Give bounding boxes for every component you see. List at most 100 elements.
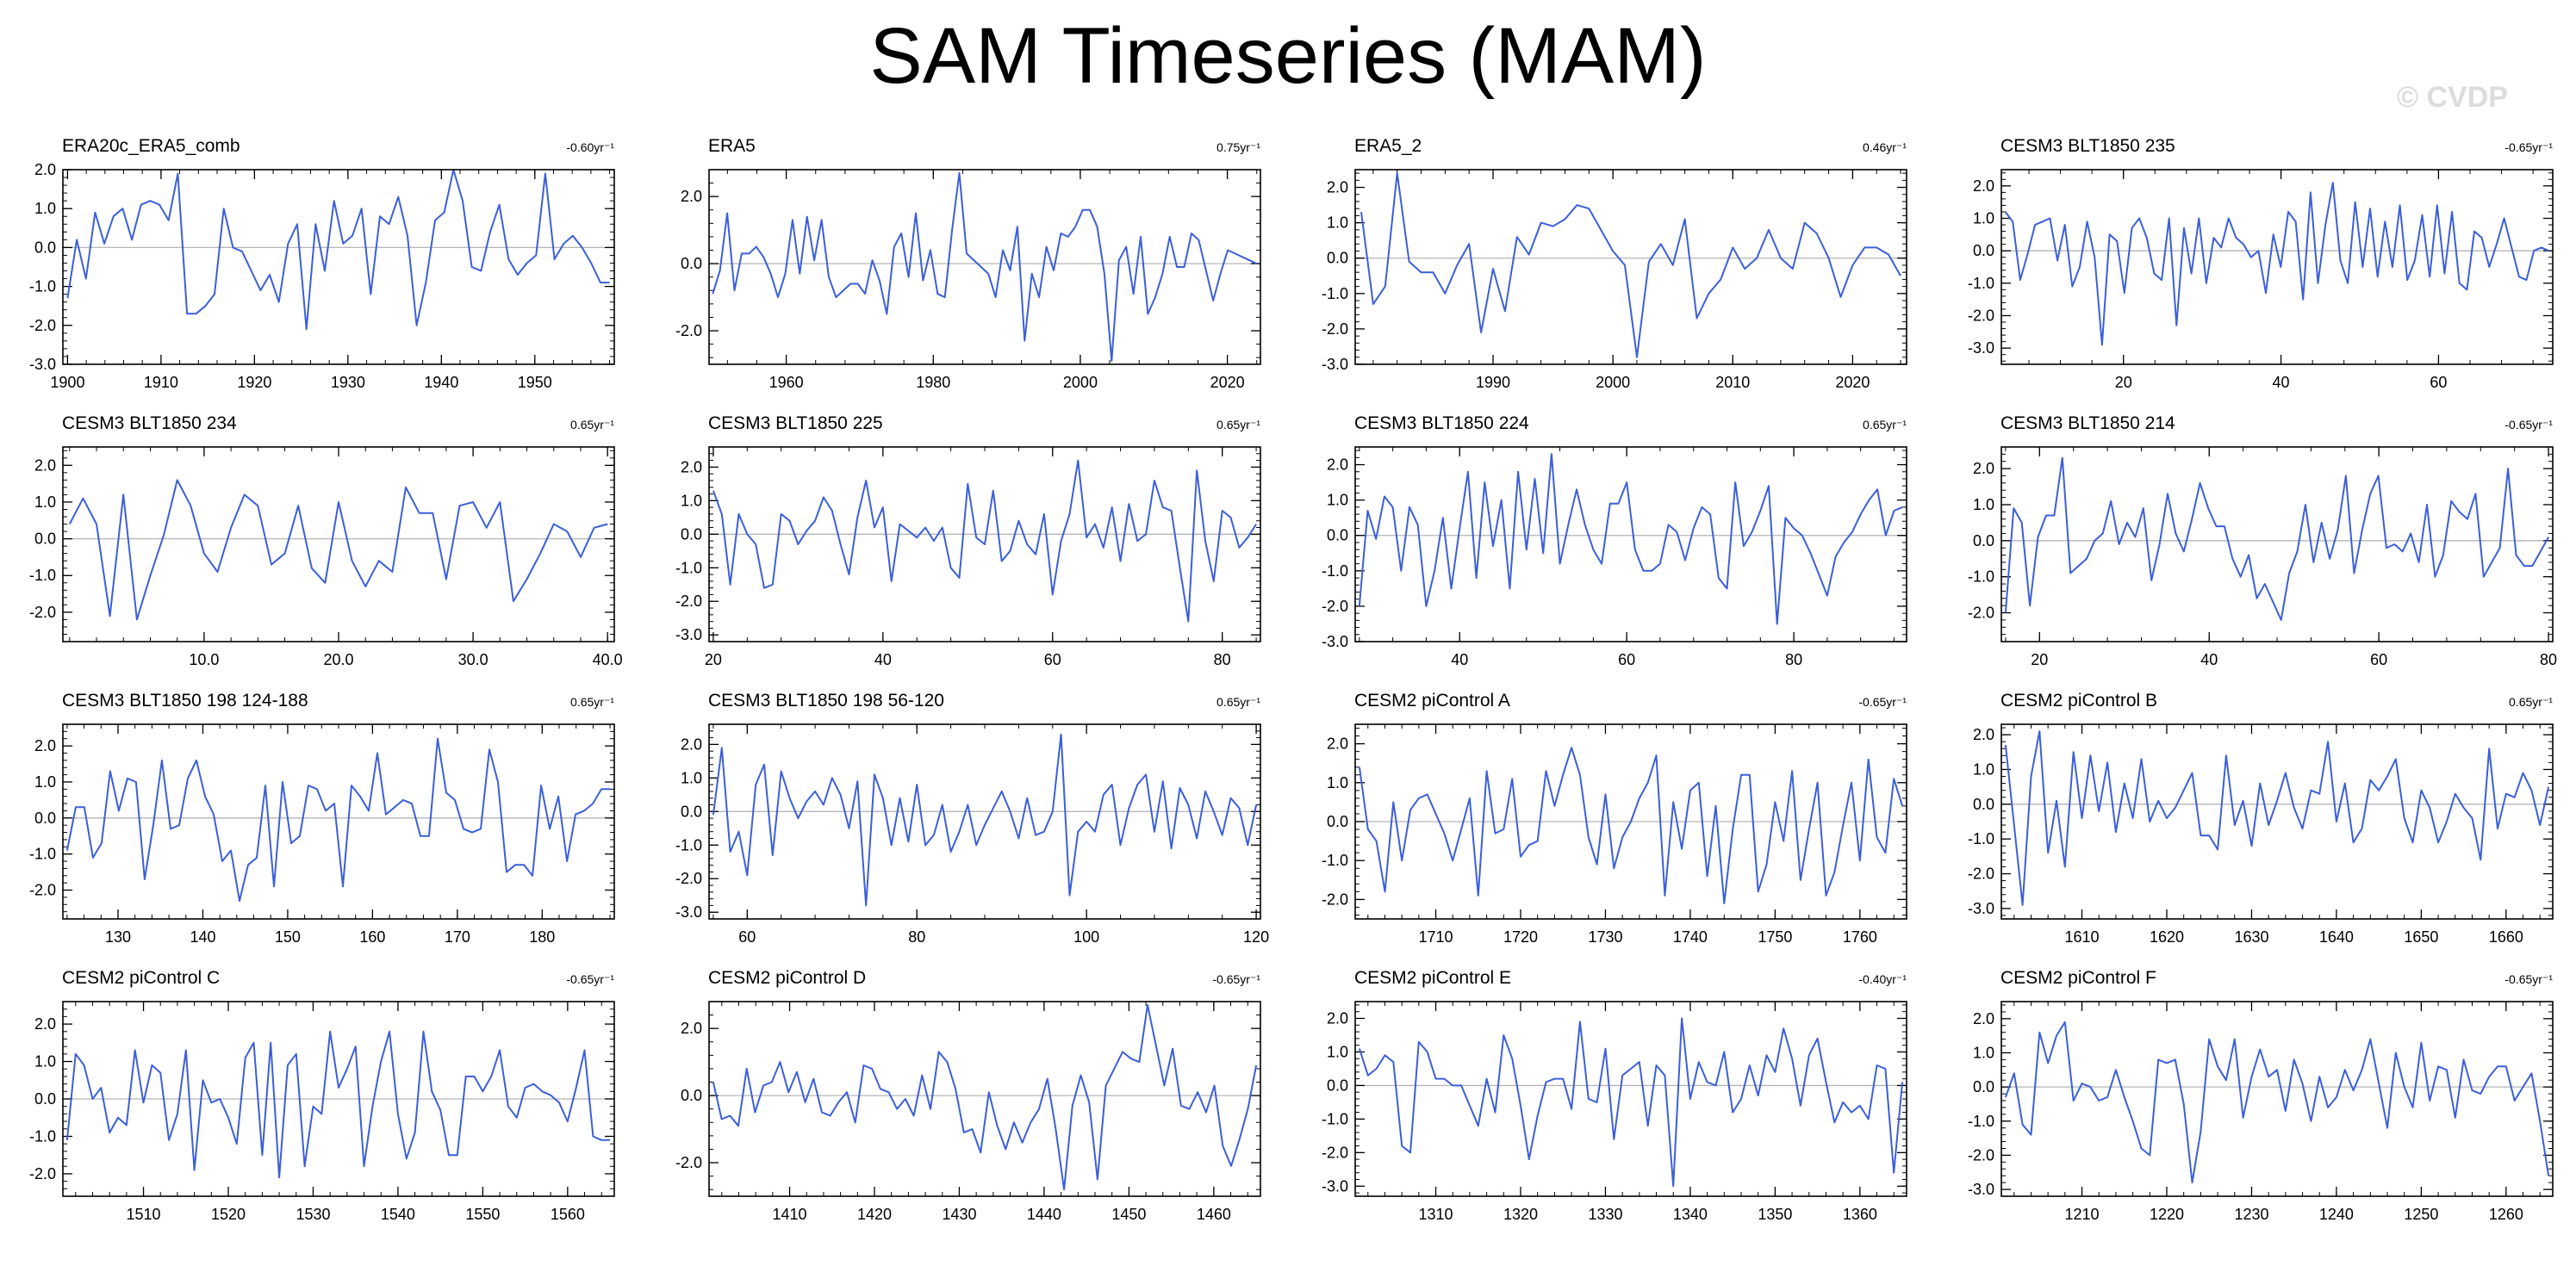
chart-svg: ERA5 0.75yr⁻¹ -2.0 0.0 2.0 1960 1980 2000 2020 xyxy=(675,136,1261,391)
x-tick-label: 40.0 xyxy=(593,651,623,668)
x-tick-label: 1610 xyxy=(2065,928,2100,946)
y-tick-label: 0.0 xyxy=(34,1090,56,1108)
x-tick-label: 60 xyxy=(1618,651,1635,668)
y-tick-label: -2.0 xyxy=(29,604,56,621)
y-tick-label: 0.0 xyxy=(1327,1077,1348,1094)
trend-label: 0.65yr⁻¹ xyxy=(1863,418,1907,431)
y-tick-label: 2.0 xyxy=(34,456,56,474)
chart-title: ERA5_2 xyxy=(1354,136,1422,156)
chart-svg: CESM2 piControl C -0.65yr⁻¹ -2.0 -1.0 0.0 1.0… xyxy=(29,968,615,1223)
trend-label: 0.65yr⁻¹ xyxy=(2509,695,2553,709)
x-tick-label: 1740 xyxy=(1673,928,1708,946)
series-line xyxy=(712,733,1258,907)
y-tick-label: -3.0 xyxy=(1322,633,1348,650)
chart-panel: CESM2 piControl C -0.65yr⁻¹ -2.0 -1.0 0.0 1.0… xyxy=(29,959,672,1231)
chart-panel: CESM2 piControl A -0.65yr⁻¹ -2.0 -1.0 0.0 1.0… xyxy=(1322,682,1964,953)
x-tick-label: 1920 xyxy=(237,374,271,391)
x-tick-label: 80 xyxy=(2540,651,2557,668)
x-tick-label: 2020 xyxy=(1210,374,1245,391)
chart-panel: CESM3 BLT1850 224 0.65yr⁻¹ -3.0 -2.0 -1.0 0.0… xyxy=(1322,405,1964,676)
x-tick-label: 1710 xyxy=(1419,928,1453,946)
x-tick-label: 1240 xyxy=(2319,1206,2354,1223)
y-tick-label: -1.0 xyxy=(29,567,56,584)
chart-title: CESM3 BLT1850 225 xyxy=(708,413,883,433)
trend-label: 0.75yr⁻¹ xyxy=(1216,140,1260,154)
plot-frame xyxy=(1354,1001,1907,1197)
plot-frame xyxy=(62,169,615,365)
y-tick-label: 2.0 xyxy=(1973,177,1994,195)
x-tick-label: 1760 xyxy=(1843,928,1877,946)
series-line xyxy=(1358,453,1903,625)
y-tick-label: -2.0 xyxy=(675,870,702,887)
watermark: © CVDP xyxy=(2397,81,2508,114)
x-tick-label: 1900 xyxy=(50,374,84,391)
chart-svg: ERA20c_ERA5_comb -0.60yr⁻¹ -3.0 -2.0 -1.0 0.0… xyxy=(29,136,615,391)
y-tick-label: 2.0 xyxy=(1973,1010,1994,1027)
chart-title: CESM2 piControl C xyxy=(62,968,220,988)
series-line xyxy=(65,737,611,903)
y-tick-label: 2.0 xyxy=(1973,460,1994,477)
y-tick-label: 1.0 xyxy=(1327,774,1348,791)
y-tick-label: -1.0 xyxy=(1322,285,1348,302)
x-tick-label: 1620 xyxy=(2150,928,2184,946)
x-tick-label: 120 xyxy=(1243,928,1269,946)
y-tick-label: 0.0 xyxy=(681,255,702,272)
x-tick-label: 1540 xyxy=(381,1206,415,1223)
series-line xyxy=(65,1030,611,1179)
y-tick-label: -1.0 xyxy=(29,278,56,295)
x-tick-label: 1550 xyxy=(465,1206,500,1223)
series-line xyxy=(712,459,1257,623)
x-tick-label: 60 xyxy=(2370,651,2387,668)
plot-frame xyxy=(708,446,1261,642)
x-tick-label: 1330 xyxy=(1588,1206,1622,1223)
x-tick-label: 80 xyxy=(1785,651,1802,668)
chart-svg: CESM3 BLT1850 225 0.65yr⁻¹ -3.0 -2.0 -1.0 0.0… xyxy=(675,413,1261,668)
y-tick-label: -1.0 xyxy=(1968,1113,1994,1130)
x-tick-label: 10.0 xyxy=(189,651,219,668)
y-tick-label: 1.0 xyxy=(681,492,702,509)
y-tick-label: 0.0 xyxy=(681,525,702,543)
plot-frame xyxy=(1354,169,1907,365)
series-line xyxy=(2004,730,2550,906)
trend-label: -0.65yr⁻¹ xyxy=(1858,695,1907,709)
plot-frame xyxy=(62,446,615,642)
y-tick-label: -2.0 xyxy=(29,1165,56,1182)
chart-svg: CESM2 piControl E -0.40yr⁻¹ -3.0 -2.0 -1.0 0.… xyxy=(1322,968,1907,1223)
y-tick-label: -2.0 xyxy=(29,317,56,334)
y-tick-label: 2.0 xyxy=(1327,1009,1348,1027)
y-tick-label: 1.0 xyxy=(34,1053,56,1071)
x-tick-label: 1650 xyxy=(2404,928,2438,946)
x-tick-label: 20 xyxy=(705,651,722,668)
chart-svg: CESM3 BLT1850 224 0.65yr⁻¹ -3.0 -2.0 -1.0 0.0… xyxy=(1322,413,1907,668)
plot-frame xyxy=(2000,1001,2554,1197)
y-tick-label: 1.0 xyxy=(34,493,56,511)
y-tick-label: 1.0 xyxy=(34,773,56,791)
series-line xyxy=(712,1003,1258,1191)
chart-panel: CESM2 piControl B 0.65yr⁻¹ -3.0 -2.0 -1.0 0.0… xyxy=(1968,682,2576,953)
x-tick-label: 40 xyxy=(1451,651,1468,668)
chart-panel: CESM3 BLT1850 225 0.65yr⁻¹ -3.0 -2.0 -1.0 0.0… xyxy=(675,405,1318,676)
y-tick-label: -1.0 xyxy=(1322,1110,1348,1127)
x-tick-label: 1420 xyxy=(857,1206,892,1223)
x-tick-label: 1510 xyxy=(127,1206,161,1223)
chart-panel: CESM3 BLT1850 198 124-188 0.65yr⁻¹ -2.0 -1.… xyxy=(29,682,672,953)
y-tick-label: -1.0 xyxy=(29,846,56,863)
y-tick-label: -3.0 xyxy=(1968,1181,1994,1198)
x-tick-label: 1430 xyxy=(942,1206,976,1223)
chart-svg: CESM3 BLT1850 198 56-120 0.65yr⁻¹ -3.0 -2.0… xyxy=(675,691,1269,946)
plot-frame xyxy=(708,169,1261,365)
x-tick-label: 1450 xyxy=(1111,1206,1146,1223)
trend-label: -0.65yr⁻¹ xyxy=(2504,972,2553,986)
chart-title: CESM3 BLT1850 198 56-120 xyxy=(708,691,944,711)
main-title: SAM Timeseries (MAM) xyxy=(869,12,1707,100)
y-tick-label: -1.0 xyxy=(1968,275,1994,292)
y-tick-label: 2.0 xyxy=(681,735,702,753)
chart-title: CESM2 piControl B xyxy=(2000,691,2157,711)
x-tick-label: 2000 xyxy=(1596,374,1630,391)
y-tick-label: 2.0 xyxy=(34,1015,56,1033)
series-line xyxy=(2004,456,2549,621)
x-tick-label: 1960 xyxy=(769,374,804,391)
x-tick-label: 1560 xyxy=(551,1206,585,1223)
chart-title: CESM2 piControl D xyxy=(708,968,866,988)
series-line xyxy=(2004,1021,2550,1184)
